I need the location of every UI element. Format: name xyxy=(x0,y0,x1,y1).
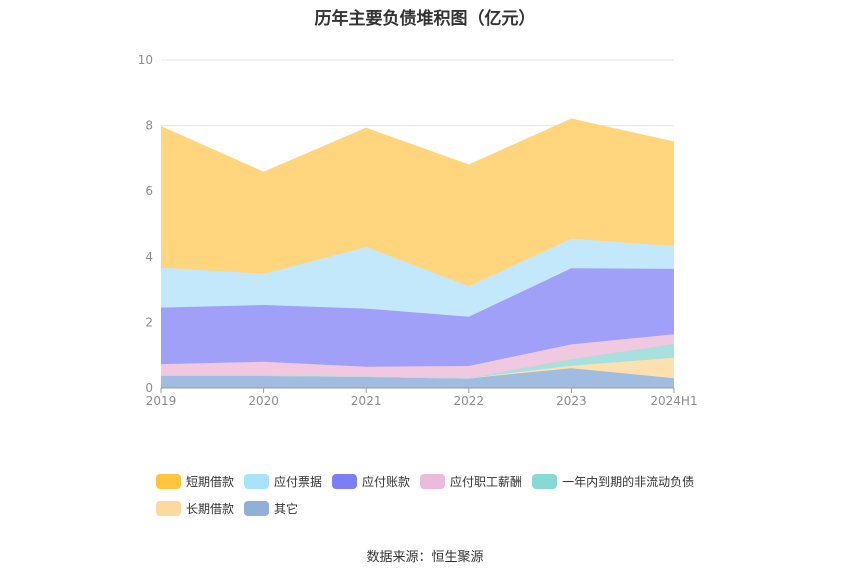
x-tick-label: 2021 xyxy=(351,394,382,408)
legend-item[interactable]: 应付职工薪酬 xyxy=(420,472,522,490)
axes: 0 2 4 6 8 10 2019 2020 2021 2022 2023 2024H1 xyxy=(138,53,698,408)
y-tick-label: 4 xyxy=(145,250,153,264)
area-series xyxy=(160,118,675,388)
y-tick-label: 6 xyxy=(145,184,153,198)
stacked-area-chart: 0 2 4 6 8 10 2019 2020 2021 2022 2023 2024H1 xyxy=(138,53,698,408)
legend-label: 长期借款 xyxy=(186,501,235,516)
legend-swatch xyxy=(532,473,558,489)
legend-swatch xyxy=(244,500,270,516)
legend-swatch xyxy=(244,473,270,489)
y-tick-label: 2 xyxy=(145,315,153,329)
legend-label: 应付账款 xyxy=(362,474,411,489)
legend-swatch xyxy=(420,473,446,489)
area-series-1[interactable] xyxy=(161,357,674,379)
y-tick-label: 8 xyxy=(145,119,153,133)
y-tick-label: 0 xyxy=(145,381,153,395)
area-series-2[interactable] xyxy=(161,344,674,379)
legend-label: 其它 xyxy=(274,501,299,516)
y-tick-label: 10 xyxy=(138,53,153,67)
x-tick-label: 2019 xyxy=(146,394,177,408)
x-tick-label: 2023 xyxy=(556,394,587,408)
legend-item[interactable]: 应付账款 xyxy=(332,472,410,490)
legend-swatch xyxy=(156,473,181,489)
legend-item[interactable]: 其它 xyxy=(244,499,298,517)
area-series-6[interactable] xyxy=(161,119,674,287)
data-source: 数据来源：恒生聚源 xyxy=(366,550,484,565)
x-tick-label: 2020 xyxy=(248,394,279,408)
area-series-5[interactable] xyxy=(161,238,674,317)
legend-label: 应付职工薪酬 xyxy=(450,474,523,489)
legend-item[interactable]: 应付票据 xyxy=(244,472,322,490)
legend-item[interactable]: 长期借款 xyxy=(156,499,234,517)
legend-label: 短期借款 xyxy=(186,474,235,489)
area-series-0[interactable] xyxy=(161,368,674,388)
legend: 短期借款 应付票据 应付账款 应付职工薪酬 一年内到期的非流动负债长期借款 其它 xyxy=(156,472,716,526)
legend-swatch xyxy=(156,500,181,516)
legend-item[interactable]: 短期借款 xyxy=(156,472,234,490)
legend-swatch xyxy=(332,473,358,489)
legend-label: 一年内到期的非流动负债 xyxy=(562,474,695,489)
legend-label: 应付票据 xyxy=(274,474,323,489)
area-series-3[interactable] xyxy=(161,334,674,379)
x-tick-label: 2024H1 xyxy=(650,394,697,408)
area-series-4[interactable] xyxy=(161,268,674,367)
legend-item[interactable]: 一年内到期的非流动负债 xyxy=(532,472,694,490)
x-tick-label: 2022 xyxy=(454,394,485,408)
area-series-edge-6 xyxy=(160,118,675,173)
chart-title: 历年主要负债堆积图（亿元） xyxy=(314,9,536,29)
